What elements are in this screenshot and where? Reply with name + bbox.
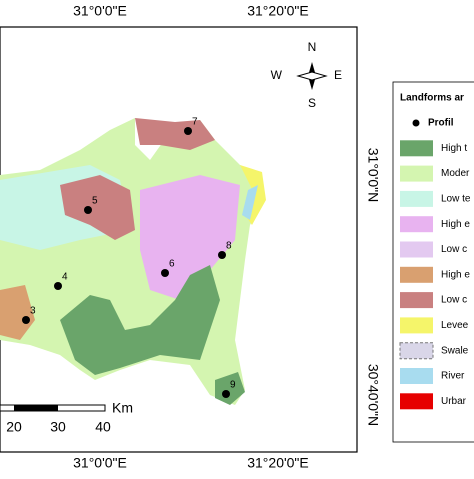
legend-swatch (400, 190, 433, 207)
lon-label: 31°20'0"E (247, 3, 309, 19)
compass-n: N (308, 40, 317, 54)
legend-swatch (400, 266, 433, 283)
legend-label: Low c (441, 295, 467, 306)
land-low-c (135, 118, 215, 150)
levee (240, 165, 266, 225)
profile-label: 9 (230, 380, 236, 391)
land-high-terrace (215, 372, 245, 405)
scale-unit: Km (112, 400, 133, 416)
lon-label: 31°20'0"E (247, 455, 309, 471)
profiles: 3 4 5 6 7 8 9 (22, 117, 236, 398)
legend-label: High e (441, 219, 470, 230)
scale-label: 30 (50, 419, 66, 435)
legend-label: Low te (441, 194, 471, 205)
legend-label: Swale (441, 345, 469, 356)
legend-box (392, 81, 474, 443)
legend-swatch (400, 216, 433, 233)
profile-point (161, 269, 169, 277)
legend-title: Landforms ar (400, 93, 464, 104)
scale-bar: 20 30 40 Km (0, 400, 133, 435)
land-high-elev (140, 175, 240, 300)
legend-label: Low c (441, 244, 467, 255)
legend-label: Levee (441, 320, 469, 331)
scale-label: 20 (6, 419, 22, 435)
legend-swatch (400, 292, 433, 309)
land-low-c (60, 175, 135, 240)
compass-e: E (334, 68, 342, 82)
land-high-e (0, 285, 35, 340)
scale-label: 40 (95, 419, 111, 435)
lat-label: 31°0'0"N (365, 148, 381, 203)
lon-label: 31°0'0"E (73, 455, 127, 471)
profile-label: 6 (169, 259, 175, 270)
region (0, 118, 266, 405)
profile-point (222, 390, 230, 398)
legend-symbol (412, 119, 420, 127)
profile-point (22, 316, 30, 324)
profile-point (54, 282, 62, 290)
legend-swatch (399, 342, 434, 360)
legend-swatch (400, 165, 433, 182)
legend-label: Moder (441, 168, 470, 179)
profile-label: 8 (226, 241, 232, 252)
profile-label: 4 (62, 272, 68, 283)
profile-point (184, 127, 192, 135)
legend-label: High e (441, 269, 470, 280)
legend: Landforms ar Profil High t Moder Low te High… (392, 81, 474, 443)
legend-label: River (441, 371, 465, 382)
compass: N S E W (271, 40, 342, 110)
land-high-terrace (60, 265, 220, 375)
compass-needle (296, 71, 328, 81)
legend-label: Urbar (441, 396, 467, 407)
profile-label: 3 (30, 306, 36, 317)
legend-swatch (400, 368, 433, 384)
lat-label: 30°40'0"N (365, 364, 381, 426)
profile-point (84, 206, 92, 214)
legend-label: Profil (428, 118, 454, 129)
legend-swatch (400, 393, 433, 410)
compass-s: S (308, 96, 316, 110)
legend-label: High t (441, 143, 467, 154)
profile-point (218, 251, 226, 259)
scale-bar-segment (14, 405, 58, 411)
profile-label: 7 (192, 117, 198, 128)
river (242, 185, 258, 220)
profile-label: 5 (92, 196, 98, 207)
legend-swatch (400, 241, 433, 258)
legend-swatch (400, 140, 433, 157)
lon-label: 31°0'0"E (73, 3, 127, 19)
legend-swatch (400, 317, 433, 334)
compass-w: W (271, 68, 283, 82)
